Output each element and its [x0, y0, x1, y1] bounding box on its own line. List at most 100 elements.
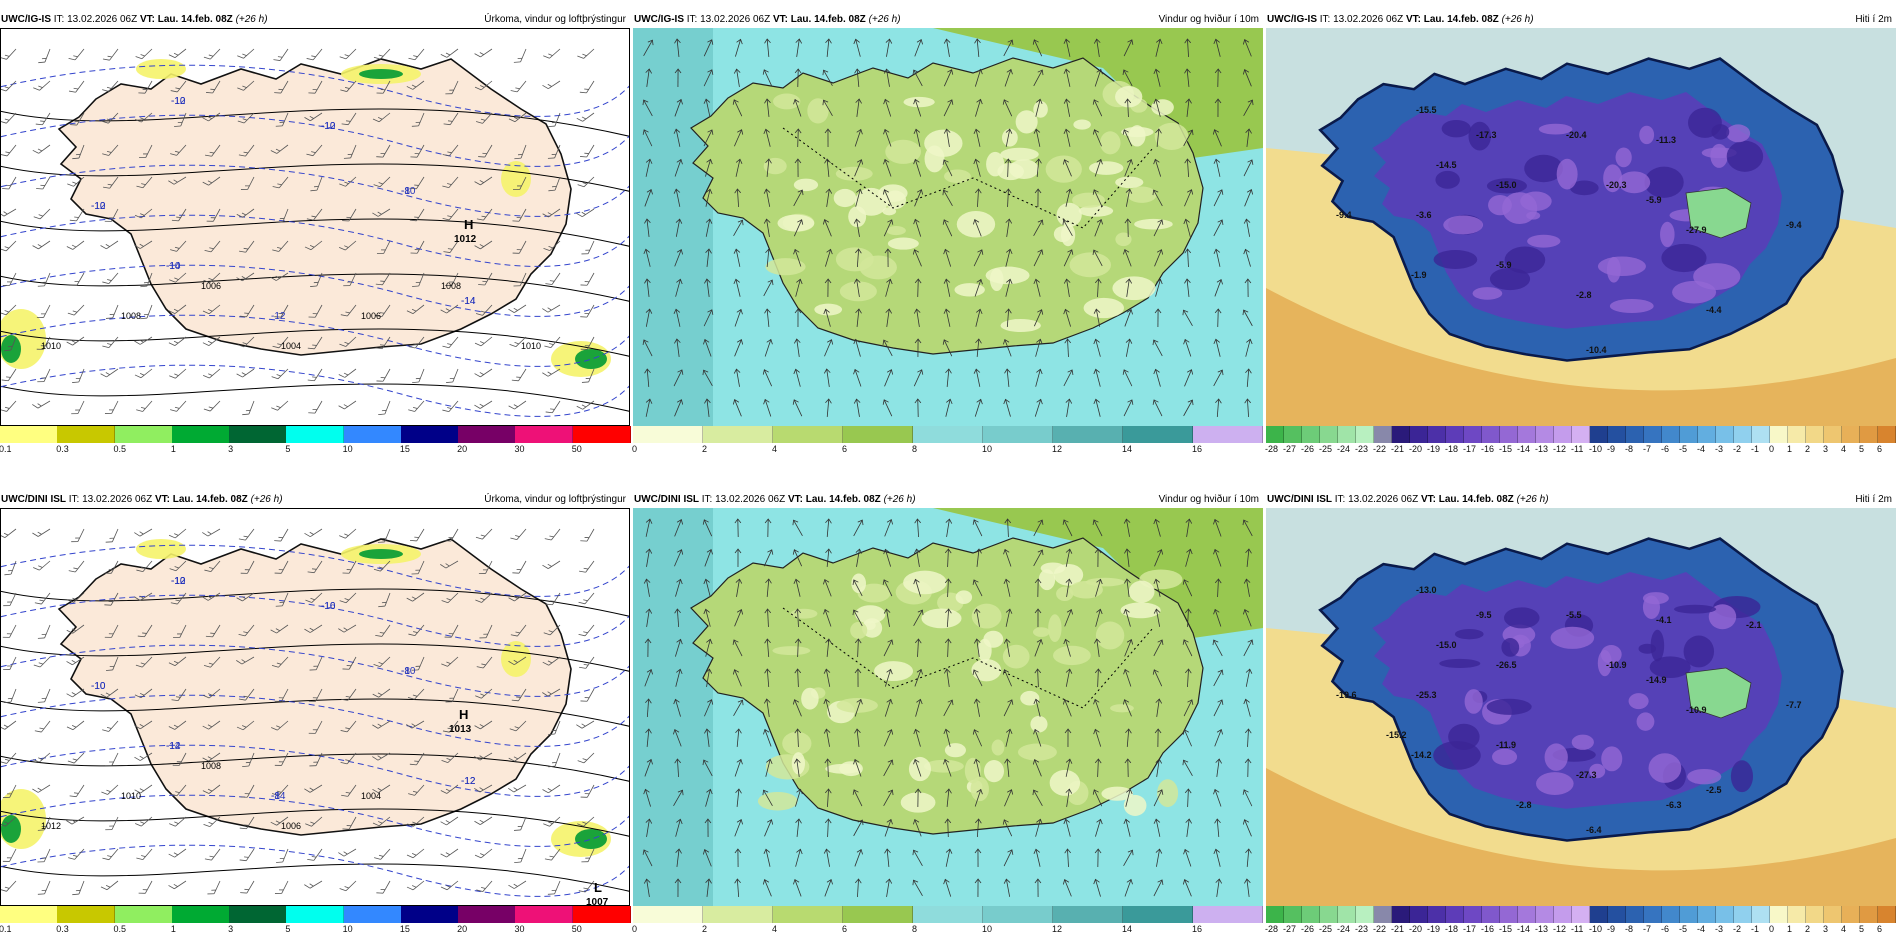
panel-header: UWC/IG-IS IT: 13.02.2026 06Z VT: Lau. 14… [633, 12, 1263, 28]
strong-wind-area [633, 508, 713, 906]
colorbar-swatch [1860, 906, 1878, 923]
wind-map [633, 28, 1263, 426]
temperature-label: -15.2 [1386, 730, 1407, 740]
wind-speed-patch [888, 238, 919, 250]
colorbar-swatch [0, 906, 58, 923]
colorbar-swatch [1644, 426, 1662, 443]
colorbar-swatch [633, 906, 703, 923]
colorbar-tick-label: 5 [285, 444, 290, 454]
colorbar-tick-label: 12 [1052, 444, 1062, 454]
panel-header: UWC/DINI ISL IT: 13.02.2026 06Z VT: Lau.… [0, 492, 630, 508]
wind-speed-patch [801, 688, 819, 710]
temperature-label: -20.4 [1566, 130, 1587, 140]
wind-speed-patch [814, 304, 842, 316]
colorbar-tick-label: -18 [1445, 924, 1458, 934]
temp-patch [1616, 147, 1632, 167]
temp-patch [1639, 644, 1656, 654]
colorbar-tick-label: -16 [1481, 444, 1494, 454]
colorbar-tick-label: 0 [1769, 444, 1774, 454]
colorbar-tick-label: 10 [343, 924, 353, 934]
colorbar-tick-label: 16 [1192, 924, 1202, 934]
colorbar-tick-label: 2 [1805, 444, 1810, 454]
colorbar-swatch [1446, 906, 1464, 923]
colorbar-swatch [115, 906, 173, 923]
isobar-label: 1004 [281, 341, 301, 351]
temperature-label: -15.5 [1416, 105, 1437, 115]
temp-patch [1727, 141, 1763, 172]
wind-speed-patch [944, 169, 971, 183]
lead-time: (+26 h) [1517, 494, 1549, 505]
isobar-label: 1008 [441, 281, 461, 291]
colorbar-tick-label: 5 [1859, 444, 1864, 454]
colorbar-swatch [1428, 906, 1446, 923]
wind-speed-patch [1127, 186, 1156, 202]
colorbar-tick-label: -9 [1607, 444, 1615, 454]
colorbar-swatch [1752, 906, 1770, 923]
colorbar-swatch [1356, 426, 1374, 443]
temp-patch [1557, 159, 1578, 190]
colorbar-tick-label: -17 [1463, 444, 1476, 454]
temp-patch [1610, 299, 1654, 313]
colorbar-tick-label: 15 [400, 444, 410, 454]
colorbar-tick-label: 1 [171, 444, 176, 454]
colorbar-tick-label: 6 [842, 924, 847, 934]
colorbar-tick-label: 3 [1823, 924, 1828, 934]
temp-colorbar: -28-27-26-25-24-23-22-21-20-19-18-17-16-… [1266, 906, 1896, 942]
wind-speed-patch [971, 659, 1001, 681]
colorbar-tick-label: -10 [1589, 444, 1602, 454]
colorbar-swatch [1572, 426, 1590, 443]
wind-speed-patch [1053, 646, 1091, 665]
temp850-label: -8 [401, 186, 410, 197]
valid-time: VT: Lau. 14.feb. 08Z [1421, 494, 1514, 505]
colorbar-tick-label: -22 [1373, 924, 1386, 934]
isobar-label: 1010 [521, 341, 541, 351]
temperature-label: -10.9 [1606, 660, 1627, 670]
temp850-label: -8 [271, 791, 280, 802]
colorbar-swatch [1698, 426, 1716, 443]
temperature-label: -9.5 [1476, 610, 1492, 620]
temp-patch [1434, 250, 1478, 269]
colorbar-swatch [1446, 426, 1464, 443]
wind-speed-patch [807, 98, 828, 123]
wind-speed-patch [924, 130, 962, 157]
colorbar-swatch [1608, 906, 1626, 923]
wind-speed-patch [1057, 203, 1082, 227]
colorbar-tick-label: 0 [632, 924, 637, 934]
colorbar-swatch [1500, 426, 1518, 443]
low-pressure-label: L [594, 880, 602, 895]
colorbar-tick-label: -1 [1751, 444, 1759, 454]
colorbar-tick-label: -1 [1751, 924, 1759, 934]
colorbar-swatch [1464, 426, 1482, 443]
wind-speed-patch [997, 163, 1024, 180]
colorbar-swatch [1662, 906, 1680, 923]
temperature-label: -17.3 [1476, 130, 1497, 140]
wind-speed-patch [782, 732, 811, 755]
wind-speed-patch [777, 215, 814, 232]
wind-speed-patch [956, 590, 972, 604]
precip-panel-igis: UWC/IG-IS IT: 13.02.2026 06Z VT: Lau. 14… [0, 12, 630, 472]
colorbar-swatch [1536, 906, 1554, 923]
colorbar-tick-label: -23 [1355, 444, 1368, 454]
colorbar-tick-label: 4 [1841, 444, 1846, 454]
colorbar-tick-label: -12 [1553, 444, 1566, 454]
colorbar-swatch [983, 426, 1053, 443]
colorbar-tick-label: 6 [1877, 924, 1882, 934]
colorbar-tick-label: 50 [572, 444, 582, 454]
wind-speed-patch [1033, 627, 1050, 637]
temp850-label: -10 [91, 681, 106, 692]
colorbar-tick-label: -5 [1679, 444, 1687, 454]
colorbar-tick-label: -22 [1373, 444, 1386, 454]
colorbar-tick-label: -20 [1409, 924, 1422, 934]
temp850-label: -10 [321, 601, 336, 612]
temp-patch [1487, 699, 1532, 715]
temp-patch [1527, 235, 1560, 248]
wind-speed-patch [945, 743, 966, 757]
precip-map: -12-16-10-10-12-12-14-12-10-8-10-14-12-8… [0, 508, 630, 906]
colorbar-swatch [1572, 906, 1590, 923]
colorbar-swatch [1590, 426, 1608, 443]
colorbar-swatch [1824, 426, 1842, 443]
colorbar-swatch [57, 906, 115, 923]
colorbar-swatch [1123, 426, 1193, 443]
colorbar-tick-label: -5 [1679, 924, 1687, 934]
